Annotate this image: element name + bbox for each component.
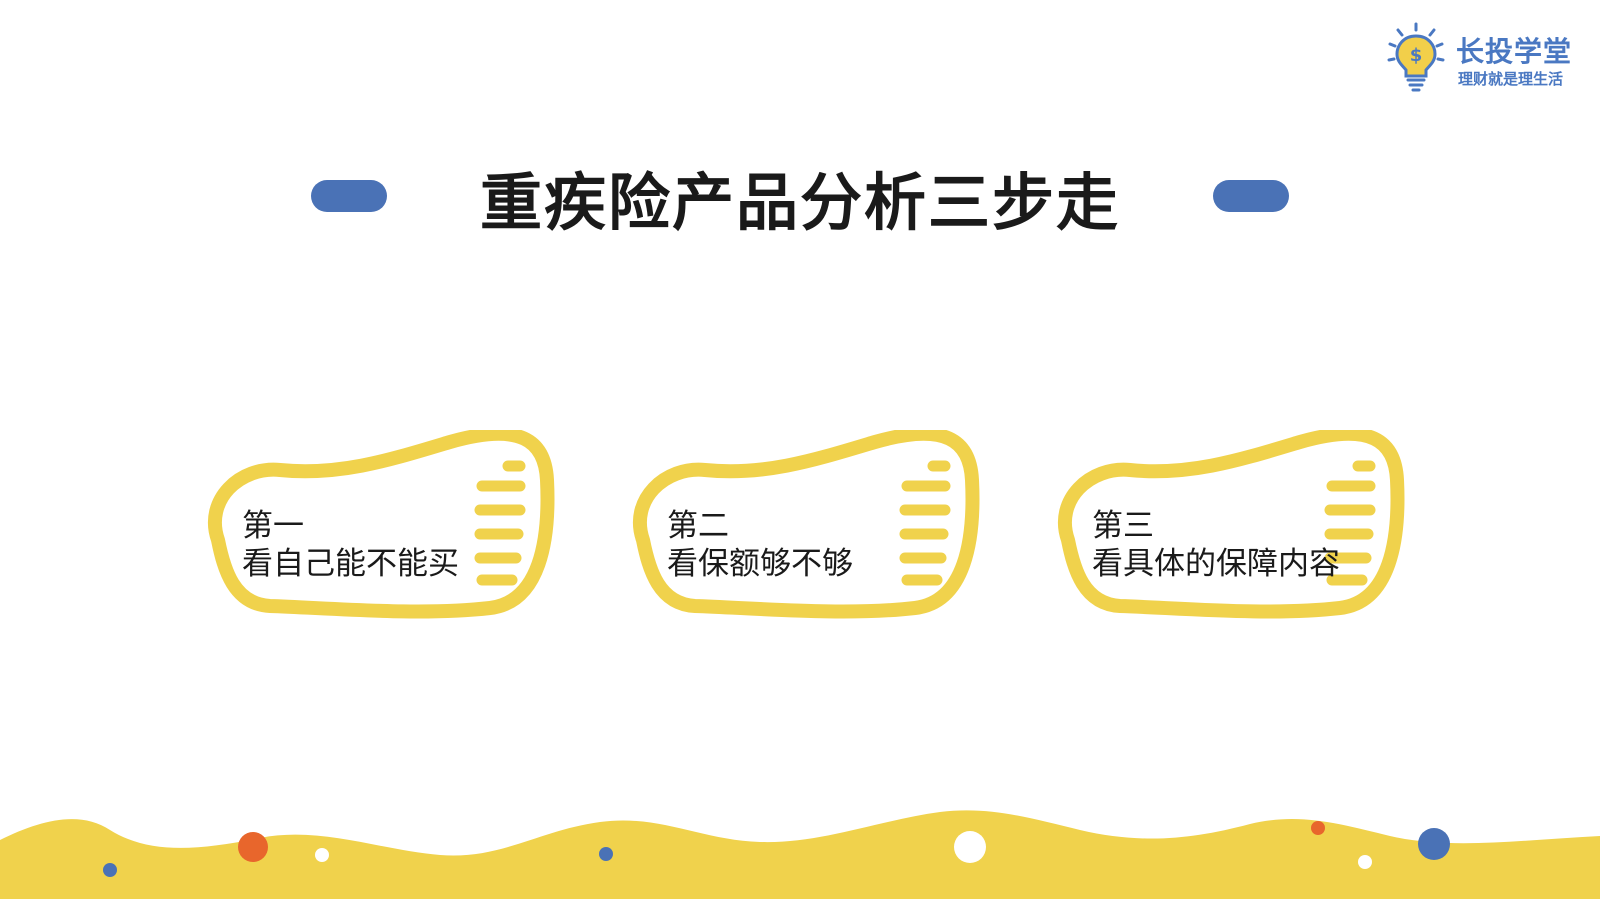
page-title: 重疾险产品分析三步走 [479, 166, 1120, 239]
step-label: 第三 [1092, 508, 1154, 544]
decor-dot-blue [599, 847, 613, 861]
footprint-frame [632, 430, 980, 619]
brand-logo: $ 长投学堂 理财就是理生活 [1386, 22, 1586, 92]
decor-dot-white [315, 848, 329, 862]
decor-dot-blue [103, 863, 117, 877]
bottom-wave-decoration [0, 810, 1600, 899]
step-label: 第一 [242, 508, 304, 544]
step-card-2: 第二 看保额够不够 [615, 430, 995, 630]
step-description: 看具体的保障内容 [1092, 546, 1340, 582]
title-pill-left [311, 180, 387, 212]
decor-dot-white [1358, 855, 1372, 869]
step-description: 看保额够不够 [667, 546, 853, 582]
decor-dot-blue [1418, 828, 1450, 860]
footprint-frame [1057, 430, 1405, 619]
svg-text:$: $ [1410, 45, 1423, 66]
brand-name: 长投学堂 [1456, 35, 1573, 68]
step-card-3: 第三 看具体的保障内容 [1040, 430, 1420, 630]
brand-slogan: 理财就是理生活 [1458, 70, 1564, 88]
footprint-frame [207, 430, 555, 619]
step-label: 第二 [667, 508, 729, 544]
step-card-1: 第一 看自己能不能买 [190, 430, 570, 630]
decor-dot-orange [238, 832, 268, 862]
lightbulb-dollar-icon: $ [1387, 22, 1445, 92]
step-description: 看自己能不能买 [242, 546, 459, 582]
decor-dot-white [954, 831, 986, 863]
decor-dot-orange [1311, 821, 1325, 835]
title-pill-right [1213, 180, 1289, 212]
